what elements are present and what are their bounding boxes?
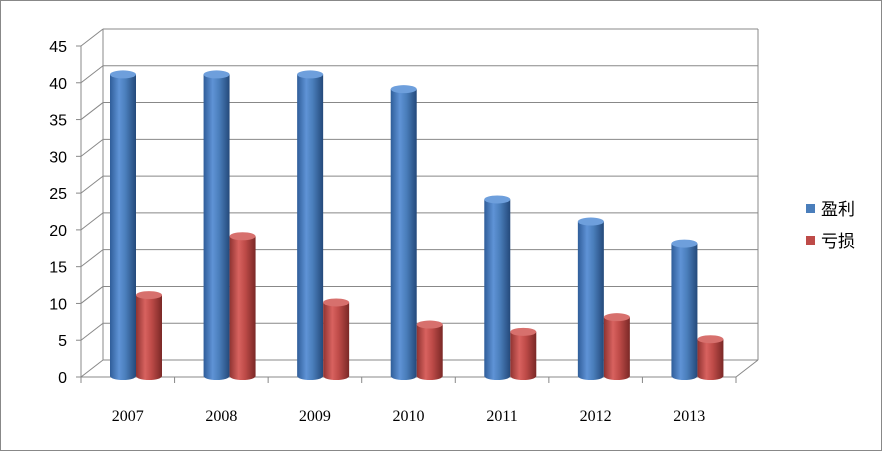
legend-swatch (806, 236, 815, 245)
bar (136, 291, 162, 380)
bar (484, 195, 511, 380)
bars-layer (110, 70, 724, 380)
y-tick-label: 25 (49, 186, 67, 203)
bar-top (603, 313, 630, 322)
bar-body (577, 221, 604, 380)
bar-body (510, 331, 537, 380)
y-tick-label: 5 (58, 333, 67, 350)
bar-body (229, 236, 256, 380)
bar-top (323, 298, 350, 307)
bar-body (671, 243, 698, 380)
floor-right-edge (735, 359, 759, 378)
x-tick-label: 2010 (393, 408, 425, 425)
bar-top (390, 85, 417, 94)
x-tick-label: 2013 (673, 408, 705, 425)
bar (203, 70, 230, 380)
bar-body (484, 199, 511, 380)
x-tick-label: 2012 (580, 408, 612, 425)
bar-top (671, 239, 698, 248)
bar (697, 335, 724, 380)
y-tick-label: 30 (49, 149, 67, 166)
legend-swatch (806, 204, 815, 213)
bar (229, 232, 256, 380)
bar-body (297, 74, 324, 380)
x-tick-label: 2007 (112, 408, 144, 425)
bar-top (136, 291, 162, 300)
y-tick-label: 45 (49, 39, 67, 56)
bar-top (229, 232, 256, 241)
gridline-side (80, 359, 104, 378)
gridline-side (80, 28, 104, 47)
bar (297, 70, 324, 380)
y-tick-label: 15 (49, 260, 67, 277)
y-tick-label: 35 (49, 113, 67, 130)
bar (671, 239, 698, 380)
gridline-side (80, 102, 104, 120)
y-tick-label: 10 (49, 296, 67, 313)
bar-top (297, 70, 324, 79)
bar (390, 85, 417, 380)
bar (416, 320, 443, 380)
gridline-side (80, 286, 104, 304)
bar-body (136, 295, 162, 380)
bar-top (416, 320, 443, 329)
bar-top (203, 70, 230, 79)
bar (110, 70, 136, 380)
bar (323, 298, 350, 380)
legend-label: 亏损 (821, 232, 855, 252)
gridline-side (80, 138, 104, 157)
bar (577, 217, 604, 380)
bar-body (323, 302, 350, 380)
y-tick-label: 0 (58, 370, 67, 387)
gridline-side (80, 249, 104, 268)
bar-top (110, 70, 136, 79)
bar (603, 313, 630, 380)
y-tick-label: 40 (49, 76, 67, 93)
y-tick-label: 20 (49, 223, 67, 240)
bar-top (697, 335, 724, 344)
bar-body (203, 74, 230, 380)
legend-label: 盈利 (821, 200, 855, 220)
x-tick-label: 2008 (205, 408, 237, 425)
bar-body (697, 339, 724, 380)
bar (510, 327, 537, 380)
bar-top (484, 195, 511, 204)
gridline-side (80, 65, 104, 84)
bar-body (390, 89, 417, 380)
bar-top (510, 327, 537, 336)
gridline-side (80, 175, 104, 194)
gridline-side (80, 212, 104, 231)
bar-body (603, 317, 630, 380)
bar-body (110, 74, 136, 380)
bar-top (577, 217, 604, 226)
bar-body (416, 324, 443, 380)
x-tick-label: 2011 (486, 408, 517, 425)
gridline-side (80, 322, 104, 341)
x-tick-label: 2009 (299, 408, 331, 425)
